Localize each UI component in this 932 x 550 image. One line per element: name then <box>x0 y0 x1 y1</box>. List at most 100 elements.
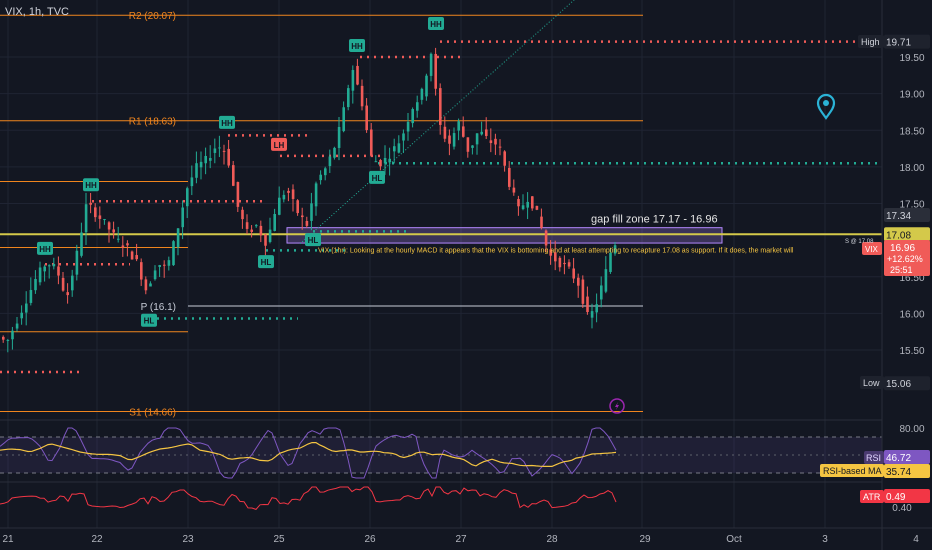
candle-body <box>245 222 249 229</box>
candle-body <box>153 270 157 280</box>
price-tick-label: 18.50 <box>899 126 924 137</box>
low-tag-label: Low <box>863 378 880 388</box>
candle-body <box>328 156 332 167</box>
candle-body <box>287 190 290 193</box>
swing-label-text: HL <box>144 317 155 326</box>
candle-body <box>586 296 589 313</box>
swing-label-text: HH <box>351 42 363 51</box>
candle-body <box>227 148 230 166</box>
candle-body <box>324 168 327 176</box>
atr-name: ATR <box>863 492 881 502</box>
candle-body <box>176 228 180 248</box>
candle-body <box>590 311 594 318</box>
candle-body <box>43 266 46 272</box>
time-tick-label: 29 <box>639 534 651 545</box>
candle-body <box>2 336 5 340</box>
candle-body <box>494 138 497 145</box>
candle-body <box>319 174 322 181</box>
candle-body <box>209 158 212 161</box>
swing-label-hh <box>83 178 99 192</box>
swing-label-text: HL <box>372 174 383 183</box>
price-change: +12.62% <box>887 254 923 264</box>
candle-body <box>360 85 364 107</box>
candle-body <box>121 245 125 248</box>
price-tick-label: 16.00 <box>899 309 924 320</box>
low-tag <box>860 376 884 389</box>
candle-body <box>250 229 253 232</box>
candle-body <box>117 238 120 240</box>
candle-body <box>89 202 92 205</box>
lightning-icon[interactable] <box>609 398 625 414</box>
rsi-ma-line <box>0 442 617 467</box>
candle-body <box>186 188 189 207</box>
candle-body <box>291 189 295 199</box>
candle-body <box>163 264 166 266</box>
rsi-value-tag: 46.72 <box>884 450 930 464</box>
candle-body <box>544 230 548 246</box>
price-tick-label: 17.50 <box>899 200 924 211</box>
candle-body <box>402 133 405 141</box>
candle-body <box>333 147 336 158</box>
candle-body <box>379 160 382 167</box>
candle-body <box>485 129 488 136</box>
candle-body <box>429 53 433 76</box>
price-tick-label: 15.50 <box>899 346 924 357</box>
candle-body <box>158 265 161 267</box>
price-tick-label: 19.00 <box>899 90 924 101</box>
svg-text:17.34: 17.34 <box>886 211 911 222</box>
swing-label-hl <box>141 313 157 327</box>
swing-label-hl <box>258 255 274 269</box>
price-tick-label: 19.50 <box>899 53 924 64</box>
bar-countdown: 25:51 <box>890 265 913 275</box>
swing-label-hh <box>219 115 235 129</box>
candle-body <box>416 102 419 111</box>
candle-body <box>370 129 373 156</box>
map-pin-icon[interactable] <box>816 93 836 120</box>
candle-body <box>25 303 28 313</box>
price-tick-label: 16.50 <box>899 273 924 284</box>
candle-body <box>512 187 516 193</box>
candle-body <box>181 207 184 228</box>
candle-body <box>567 262 571 267</box>
candle-body <box>172 241 175 266</box>
candle-body <box>282 194 286 200</box>
atr-tick-label: 0.40 <box>892 503 912 514</box>
candle-body <box>29 289 33 303</box>
candle-body <box>126 243 129 246</box>
rsi-tick-label: 80.00 <box>899 424 924 435</box>
annotation-text: VIX (1hr): Looking at the hourly MACD it… <box>318 247 794 254</box>
swing-label-text: HL <box>261 258 272 267</box>
trend-line <box>299 0 575 245</box>
candle-body <box>365 105 368 131</box>
high-tag-label: High <box>861 37 880 47</box>
candle-body <box>448 135 451 144</box>
last-price-box <box>884 240 930 276</box>
swing-label-text: HH <box>39 245 51 254</box>
candle-body <box>443 126 447 139</box>
gap-fill-zone <box>286 227 723 244</box>
candle-body <box>94 207 97 218</box>
candle-body <box>581 279 585 304</box>
candle-body <box>66 292 69 296</box>
candle-body <box>342 107 345 132</box>
candle-body <box>347 88 350 108</box>
symbol-title[interactable]: VIX, 1h, TVC <box>5 6 69 18</box>
rsi-ma-name: RSI-based MA <box>823 466 882 476</box>
high-tag <box>858 35 884 48</box>
time-tick-label: 23 <box>182 534 194 545</box>
candle-body <box>11 330 14 340</box>
candle-body <box>503 151 506 166</box>
candle-body <box>264 234 267 246</box>
candle-body <box>38 267 42 283</box>
support-price-tag: 17.08 <box>884 227 930 242</box>
time-tick-label: 26 <box>364 534 376 545</box>
candle-body <box>452 133 456 147</box>
candle-body <box>406 121 410 132</box>
candle-body <box>577 277 580 286</box>
candle-body <box>273 213 276 231</box>
pivot-level-label: P (16.1) <box>141 302 176 313</box>
candle-body <box>15 323 19 329</box>
candle-body <box>190 177 194 187</box>
swing-label-lh <box>271 137 287 151</box>
